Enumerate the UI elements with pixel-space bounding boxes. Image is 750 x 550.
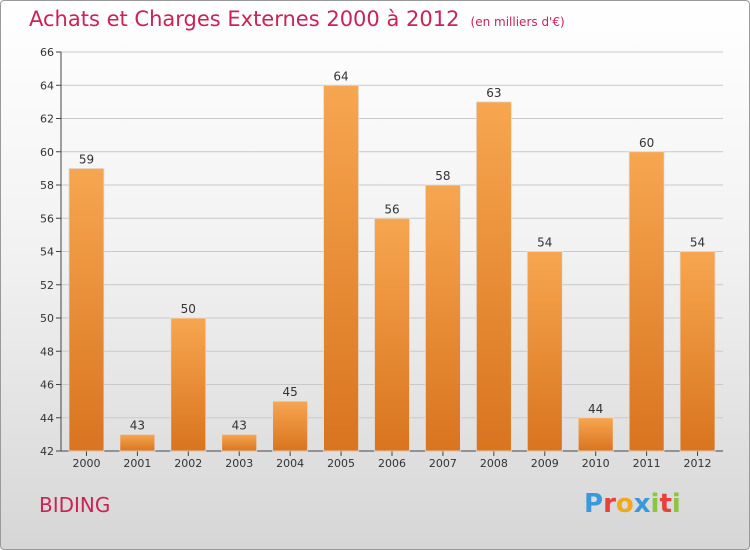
data-label: 60 — [639, 136, 654, 150]
logo-letter: i — [671, 489, 681, 519]
bar — [68, 167, 105, 452]
y-tick-label: 54 — [40, 246, 54, 259]
y-tick-label: 44 — [40, 412, 54, 425]
bar — [374, 217, 410, 452]
logo-letter: t — [659, 489, 672, 519]
bars — [68, 84, 716, 452]
y-tick-label: 60 — [40, 146, 54, 159]
x-tick-label: 2009 — [531, 457, 559, 470]
x-tick-label: 2000 — [72, 457, 100, 470]
bar — [526, 251, 563, 452]
proxiti-logo: Proxiti — [584, 489, 681, 519]
logo-letter: i — [650, 489, 660, 519]
bar — [119, 433, 156, 452]
x-tick-label: 2007 — [429, 457, 457, 470]
logo-letter: x — [633, 489, 651, 519]
data-label: 54 — [537, 236, 552, 250]
x-tick-label: 2008 — [480, 457, 508, 470]
y-tick-label: 62 — [40, 113, 54, 126]
y-tick-label: 42 — [40, 445, 54, 458]
bar — [628, 151, 665, 452]
x-tick-label: 2006 — [378, 457, 406, 470]
bar — [577, 417, 614, 452]
data-label: 59 — [79, 152, 94, 166]
x-tick-label: 2001 — [123, 457, 151, 470]
commune-name: BIDING — [39, 493, 111, 517]
chart-title: Achats et Charges Externes 2000 à 2012 — [29, 7, 460, 31]
y-tick-label: 48 — [40, 345, 54, 358]
x-tick-label: 2012 — [684, 457, 712, 470]
logo-letter: r — [603, 489, 616, 519]
x-tick-label: 2010 — [582, 457, 610, 470]
data-label: 56 — [384, 202, 399, 216]
x-tick-label: 2004 — [276, 457, 304, 470]
y-tick-label: 66 — [40, 46, 54, 59]
chart-subtitle: (en milliers d'€) — [470, 15, 565, 29]
y-tick-label: 52 — [40, 279, 54, 292]
data-label: 64 — [333, 69, 348, 83]
y-tick-label: 50 — [40, 312, 54, 325]
data-label: 63 — [486, 86, 501, 100]
bar — [475, 101, 512, 452]
y-tick-label: 46 — [40, 379, 54, 392]
bar — [170, 317, 207, 452]
logo-letter: o — [615, 489, 634, 519]
data-label: 45 — [283, 385, 298, 399]
x-tick-label: 2002 — [174, 457, 202, 470]
chart-header: Achats et Charges Externes 2000 à 2012 (… — [29, 7, 565, 31]
x-tick-label: 2003 — [225, 457, 253, 470]
data-label: 43 — [232, 418, 247, 432]
data-label: 58 — [435, 169, 450, 183]
data-label: 43 — [130, 418, 145, 432]
bar — [272, 400, 309, 452]
value-labels: 59 43 50 43 45 64 56 58 63 54 44 60 54 — [79, 69, 705, 432]
data-label: 54 — [690, 236, 705, 250]
tick-labels: 42 44 46 48 50 52 54 56 58 60 62 64 66 2000 2001 2002 20… — [40, 46, 712, 470]
bar — [221, 433, 258, 452]
bar — [323, 84, 359, 452]
x-tick-label: 2011 — [633, 457, 661, 470]
data-label: 50 — [181, 302, 196, 316]
bar — [679, 251, 716, 452]
logo-letter: P — [584, 489, 604, 519]
y-tick-label: 58 — [40, 179, 54, 192]
data-label: 44 — [588, 402, 603, 416]
bar — [425, 184, 461, 452]
x-tick-label: 2005 — [327, 457, 355, 470]
y-tick-label: 56 — [40, 212, 54, 225]
y-tick-label: 64 — [40, 79, 54, 92]
